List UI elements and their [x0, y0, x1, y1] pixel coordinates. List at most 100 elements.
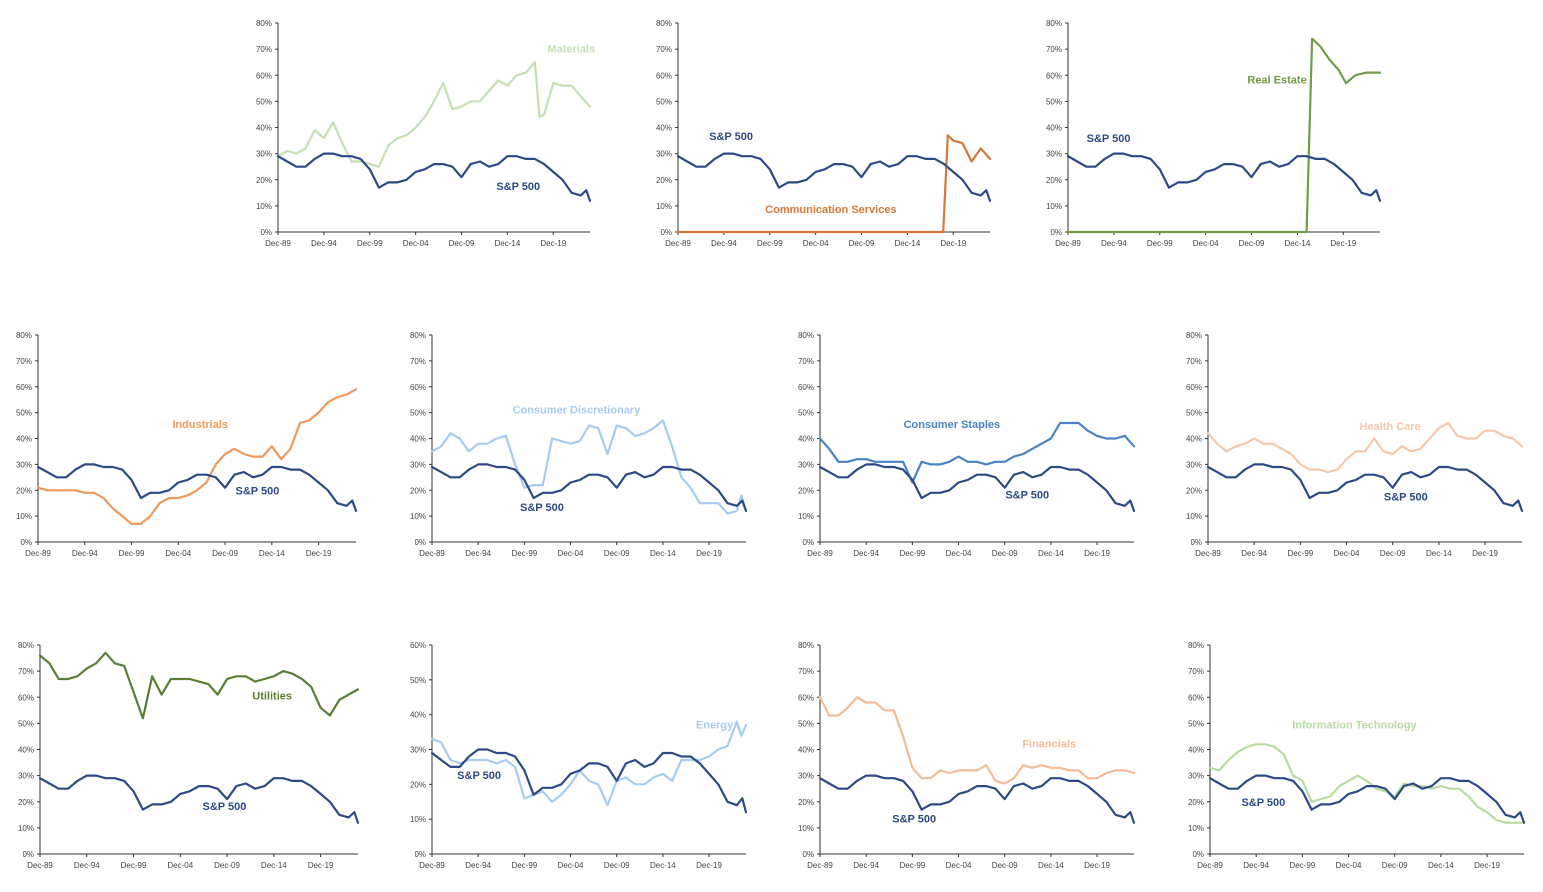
y-tick-label: 50% — [656, 97, 672, 106]
chart-panel-utilities: 0% 10% 20% 30% 40% 50% 60% 70% 80% Dec-89 Dec-94 De… — [0, 632, 370, 892]
series-line-sp-500 — [818, 774, 1136, 824]
y-tick-label: 50% — [1188, 719, 1204, 728]
y-tick-label: 0% — [260, 228, 272, 237]
x-tick-label: Dec-14 — [1426, 549, 1452, 558]
y-tick-label: 30% — [1046, 150, 1062, 159]
x-tick-label: Dec-94 — [72, 549, 98, 558]
y-tick-label: 50% — [410, 409, 426, 418]
x-tick-label: Dec-09 — [449, 239, 475, 248]
y-tick-label: 40% — [1186, 435, 1202, 444]
y-tick-label: 10% — [410, 512, 426, 521]
series-label-sp-500: S&P 500 — [520, 502, 564, 514]
x-tick-label: Dec-19 — [1084, 861, 1110, 870]
chart-svg: 0% 10% 20% 30% 40% 50% 60% 70% 80% Dec-89 Dec-94 De… — [18, 641, 360, 870]
series-line-sp-500 — [430, 748, 748, 814]
chart-svg: 0% 10% 20% 30% 40% 50% 60% 70% 80% Dec-89 Dec-94 De… — [1186, 331, 1524, 558]
chart-panel-industrials: 0% 10% 20% 30% 40% 50% 60% 70% 80% Dec-89 Dec-94 De… — [0, 322, 370, 584]
y-tick-label: 10% — [798, 512, 814, 521]
y-tick-label: 50% — [798, 719, 814, 728]
series-label-consumer-staples: Consumer Staples — [904, 419, 1001, 431]
y-tick-label: 10% — [1046, 202, 1062, 211]
x-tick-label: Dec-94 — [853, 549, 879, 558]
x-tick-label: Dec-94 — [465, 861, 491, 870]
y-tick-label: 60% — [18, 693, 34, 702]
x-tick-label: Dec-04 — [558, 549, 584, 558]
x-tick-label: Dec-19 — [696, 549, 722, 558]
x-tick-label: Dec-89 — [265, 239, 291, 248]
x-tick-label: Dec-19 — [1330, 239, 1356, 248]
y-tick-label: 10% — [1188, 824, 1204, 833]
x-tick-label: Dec-89 — [1055, 239, 1081, 248]
x-tick-label: Dec-99 — [1289, 861, 1315, 870]
y-tick-label: 60% — [656, 71, 672, 80]
x-tick-label: Dec-19 — [540, 239, 566, 248]
x-tick-label: Dec-19 — [1474, 861, 1500, 870]
chart-svg: 0% 10% 20% 30% 40% 50% 60% Dec-89 Dec-94 Dec-99 De… — [410, 641, 748, 870]
chart-svg: 0% 10% 20% 30% 40% 50% 60% 70% 80% Dec-89 Dec-94 De… — [656, 19, 992, 248]
x-tick-label: Dec-94 — [465, 549, 491, 558]
x-tick-label: Dec-04 — [558, 861, 584, 870]
series-line-sp-500 — [1206, 463, 1524, 512]
chart-svg: 0% 10% 20% 30% 40% 50% 60% 70% 80% Dec-89 Dec-94 De… — [1188, 641, 1526, 870]
x-tick-label: Dec-19 — [1472, 549, 1498, 558]
series-label-utilities: Utilities — [252, 690, 292, 702]
y-tick-label: 70% — [16, 357, 32, 366]
x-tick-label: Dec-99 — [899, 549, 925, 558]
y-tick-label: 0% — [660, 228, 672, 237]
series-line-financials — [818, 696, 1136, 785]
y-tick-label: 60% — [410, 641, 426, 650]
x-tick-label: Dec-89 — [1195, 549, 1221, 558]
x-tick-label: Dec-14 — [259, 549, 285, 558]
y-tick-label: 70% — [256, 45, 272, 54]
series-line-industrials — [36, 388, 358, 525]
x-tick-label: Dec-89 — [419, 549, 445, 558]
x-tick-label: Dec-19 — [1084, 549, 1110, 558]
series-line-sp-500 — [818, 463, 1136, 512]
y-tick-label: 40% — [798, 435, 814, 444]
y-tick-label: 10% — [656, 202, 672, 211]
y-tick-label: 0% — [414, 850, 426, 859]
x-tick-label: Dec-99 — [899, 861, 925, 870]
series-label-sp-500: S&P 500 — [892, 814, 936, 826]
y-tick-label: 40% — [1188, 746, 1204, 755]
y-tick-label: 20% — [798, 486, 814, 495]
x-tick-label: Dec-09 — [992, 861, 1018, 870]
y-tick-label: 30% — [1188, 772, 1204, 781]
y-tick-label: 30% — [16, 460, 32, 469]
chart-svg: 0% 10% 20% 30% 40% 50% 60% 70% 80% Dec-89 Dec-94 De… — [798, 641, 1136, 870]
y-tick-label: 60% — [410, 383, 426, 392]
series-label-sp-500: S&P 500 — [1005, 490, 1049, 502]
y-tick-label: 80% — [256, 19, 272, 28]
x-tick-label: Dec-09 — [1239, 239, 1265, 248]
y-tick-label: 20% — [798, 798, 814, 807]
x-tick-label: Dec-99 — [1287, 549, 1313, 558]
y-tick-label: 30% — [18, 772, 34, 781]
x-tick-label: Dec-09 — [992, 549, 1018, 558]
chart-panel-financials: 0% 10% 20% 30% 40% 50% 60% 70% 80% Dec-89 Dec-94 De… — [780, 632, 1150, 892]
y-tick-label: 60% — [798, 383, 814, 392]
y-tick-label: 30% — [798, 772, 814, 781]
y-tick-label: 80% — [798, 331, 814, 340]
series-label-financials: Financials — [1022, 738, 1076, 750]
y-tick-label: 50% — [1046, 97, 1062, 106]
y-tick-label: 30% — [410, 746, 426, 755]
series-line-communication-services — [676, 134, 992, 234]
y-tick-label: 40% — [798, 746, 814, 755]
y-tick-label: 0% — [802, 538, 814, 547]
x-tick-label: Dec-04 — [803, 239, 829, 248]
y-tick-label: 80% — [656, 19, 672, 28]
y-tick-label: 40% — [16, 435, 32, 444]
y-tick-label: 30% — [798, 460, 814, 469]
y-tick-label: 80% — [18, 641, 34, 650]
y-tick-label: 40% — [410, 435, 426, 444]
y-tick-label: 40% — [410, 711, 426, 720]
y-tick-label: 70% — [798, 667, 814, 676]
y-tick-label: 30% — [1186, 460, 1202, 469]
y-tick-label: 30% — [410, 460, 426, 469]
y-tick-label: 10% — [1186, 512, 1202, 521]
x-tick-label: Dec-14 — [895, 239, 921, 248]
x-tick-label: Dec-04 — [946, 861, 972, 870]
chart-panel-health-care: 0% 10% 20% 30% 40% 50% 60% 70% 80% Dec-89 Dec-94 De… — [1168, 322, 1538, 584]
series-label-sp-500: S&P 500 — [457, 770, 501, 782]
y-tick-label: 60% — [1046, 71, 1062, 80]
